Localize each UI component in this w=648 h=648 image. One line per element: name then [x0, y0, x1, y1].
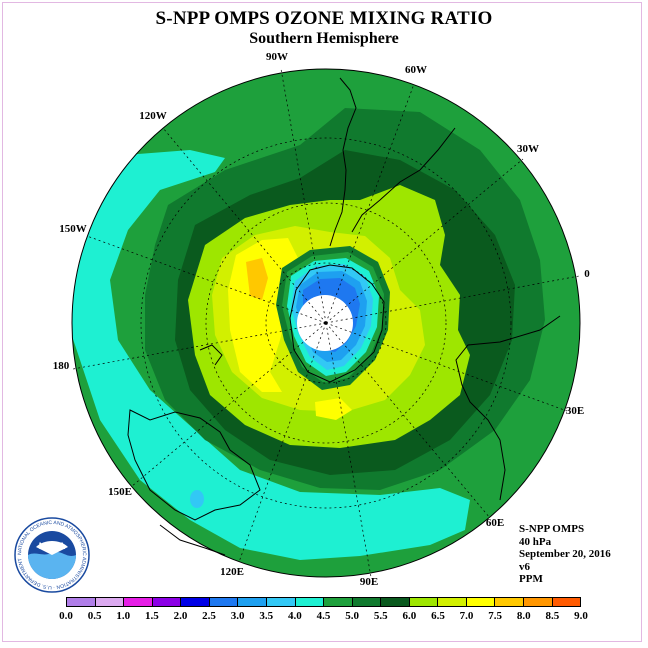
field-low-patch: [190, 490, 204, 508]
colorbar-tick-label: 2.5: [202, 610, 216, 622]
colorbar-tick-label: 4.0: [288, 610, 302, 622]
lat-circle-60: [205, 202, 447, 444]
info-version: v6: [519, 560, 530, 573]
colorbar-tick-label: 4.5: [316, 610, 331, 622]
colorbar-tick-label: 5.0: [345, 610, 359, 622]
map-title: S-NPP OMPS OZONE MIXING RATIO: [155, 8, 493, 29]
colorbar-swatch: [238, 598, 267, 606]
lon-label-180: 180: [52, 360, 70, 372]
colorbar-swatch: [67, 598, 96, 606]
lon-label-30e: 30E: [565, 405, 585, 417]
colorbar-tick-label: 0.0: [59, 610, 73, 622]
coast-south-america: [329, 77, 357, 247]
colorbar-swatch: [266, 598, 296, 606]
lat-circle-40: [140, 137, 512, 509]
map-border: [71, 68, 581, 578]
colorbar-swatch: [552, 598, 581, 606]
lon-label-150w: 150W: [59, 223, 87, 235]
colorbar-tick-label: 2.0: [173, 610, 188, 622]
colorbar-tick-label: 7.0: [459, 610, 474, 622]
colorbar-swatch: [324, 598, 353, 606]
colorbar-tick-label: 5.5: [373, 610, 388, 622]
colorbar-tick-label: 6.0: [402, 610, 417, 622]
ozone-field: [72, 69, 580, 577]
info-date: September 20, 2016: [519, 548, 611, 560]
colorbar-swatch: [409, 598, 439, 606]
colorbar-swatch: [438, 598, 467, 606]
lat-circle-80: [265, 262, 387, 384]
colorbar-tick-label: 9.0: [574, 610, 588, 622]
info-product: S-NPP OMPS: [519, 523, 585, 535]
lon-label-90e: 90E: [359, 576, 379, 588]
colorbar-swatch: [152, 598, 182, 606]
field-cyan-band: [72, 150, 470, 560]
logo-bird-icon: [36, 541, 68, 555]
lon-label-60w: 60W: [405, 64, 427, 76]
colorbar-swatch: [381, 598, 410, 606]
coast-australia: [127, 409, 261, 521]
lon-label-120e: 120E: [220, 566, 244, 578]
colorbar-tick-label: 3.5: [259, 610, 274, 622]
meridian-150w: [86, 235, 327, 324]
colorbar-tick-label: 0.5: [87, 610, 102, 622]
lon-label-30w: 30W: [517, 143, 539, 155]
coast-new-zealand: [199, 344, 223, 366]
colorbar-swatch: [524, 598, 553, 606]
info-unit: PPM: [519, 573, 543, 585]
colorbar-swatch: [209, 598, 239, 606]
lon-label-60e: 60E: [485, 517, 505, 529]
colorbar-tick-label: 7.5: [488, 610, 503, 622]
logo-wave: [28, 552, 76, 579]
colorbar-swatch: [95, 598, 125, 606]
page-frame: [2, 2, 642, 642]
coast-antarctica: [289, 264, 385, 383]
logo-wordmark: NOAA: [39, 541, 66, 551]
lon-label-0: 0: [584, 268, 590, 280]
field-6-5b: [315, 398, 352, 420]
colorbar-tick-label: 6.5: [431, 610, 445, 622]
meridian-120w: [162, 127, 327, 324]
coast-africa: [455, 315, 561, 501]
field-7-0: [246, 258, 268, 300]
graticule: [72, 68, 580, 578]
colorbar-tick-label: 1.0: [116, 610, 131, 622]
colorbar-swatch: [124, 598, 153, 606]
info-block: S-NPP OMPS 40 hPa September 20, 2016 v6 …: [519, 523, 611, 586]
map-subtitle: Southern Hemisphere: [249, 30, 399, 47]
colorbar: [66, 597, 581, 607]
colorbar-swatch: [181, 598, 210, 606]
info-level: 40 hPa: [519, 535, 552, 548]
colorbar-tick-label: 1.5: [144, 610, 159, 622]
colorbar-tick-label: 3.0: [230, 610, 245, 622]
colorbar-swatch: [352, 598, 382, 606]
south-pole-marker: [323, 321, 327, 325]
colorbar-tick-label: 8.0: [516, 610, 531, 622]
colorbar-swatch: [466, 598, 496, 606]
coastlines: [127, 77, 561, 556]
colorbar-swatch: [495, 598, 524, 606]
noaa-logo: NATIONAL OCEANIC AND ATMOSPHERIC ADMINIS…: [14, 517, 90, 593]
lon-label-120w: 120W: [139, 110, 167, 122]
lon-label-90w: 90W: [266, 51, 288, 63]
colorbar-swatch: [295, 598, 325, 606]
field-6-5: [228, 238, 298, 392]
lon-label-150e: 150E: [108, 486, 132, 498]
coast-south-america-east: [351, 127, 456, 233]
meridian-120e: [238, 322, 327, 563]
colorbar-tick-label: 8.5: [545, 610, 560, 622]
